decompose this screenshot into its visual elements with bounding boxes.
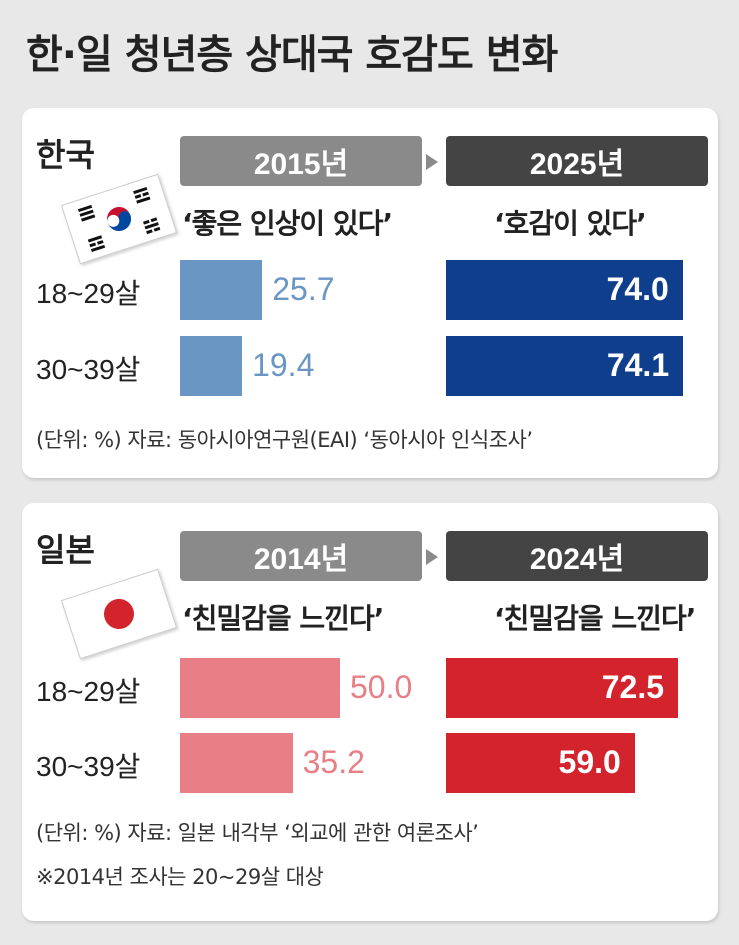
footnote: ※2014년 조사는 20~29살 대상: [36, 865, 324, 889]
bar-old-1: [180, 260, 263, 320]
value-label-old-1: 25.7: [272, 271, 335, 307]
bar-new-2: [446, 336, 684, 396]
korea-flag-icon: [60, 173, 178, 265]
arrow-icon: [426, 154, 438, 170]
source-note: (단위: %) 자료: 일본 내각부 ‘외교에 관한 여론조사’: [36, 821, 479, 845]
year-label-2024: 2024년: [446, 531, 708, 581]
value-label-new-1: 72.5: [601, 669, 664, 705]
value-label-old-2: 35.2: [302, 744, 365, 780]
bar-new-2: [446, 733, 635, 793]
arrow-icon: [426, 549, 438, 565]
category-label: 18~29살: [36, 278, 141, 309]
value-label-new-2: 74.1: [606, 347, 670, 383]
value-label-old-2: 19.4: [252, 347, 315, 383]
bar-old-1: [180, 658, 340, 718]
japan-panel: 일본 2014년 2024년 ‘친밀감을 느낀다’ ‘친밀감을 느낀다’ (단위…: [22, 503, 718, 921]
question-label-old: ‘좋은 인상이 있다’: [182, 207, 393, 240]
japan-flag-icon: [60, 568, 178, 660]
source-note: (단위: %) 자료: 동아시아연구원(EAI) ‘동아시아 인식조사’: [36, 428, 533, 452]
question-label-old: ‘친밀감을 느낀다’: [182, 602, 384, 635]
country-label-korea: 한국: [36, 136, 95, 174]
category-label: 30~39살: [36, 354, 141, 385]
year-label-2025: 2025년: [446, 136, 708, 186]
korea-panel: 한국 2015년 2025년 ‘좋은 인상이 있다’ ‘호감이 있다’ (단위:…: [22, 108, 718, 478]
year-label-2014: 2014년: [180, 531, 422, 581]
bar-old-2: [180, 336, 243, 396]
year-label-2015: 2015년: [180, 136, 422, 186]
category-label: 30~39살: [36, 751, 141, 782]
bar-new-1: [446, 658, 678, 718]
bar-new-1: [446, 260, 683, 320]
value-label-new-1: 74.0: [606, 271, 669, 307]
question-label-new: ‘친밀감을 느낀다’: [494, 602, 696, 635]
value-label-old-1: 50.0: [350, 669, 413, 705]
bar-old-2: [180, 733, 293, 793]
country-label-japan: 일본: [36, 531, 95, 569]
category-label: 18~29살: [36, 676, 141, 707]
value-label-new-2: 59.0: [558, 744, 621, 780]
question-label-new: ‘호감이 있다’: [494, 207, 647, 240]
page-title: 한·일 청년층 상대국 호감도 변화: [26, 32, 558, 78]
